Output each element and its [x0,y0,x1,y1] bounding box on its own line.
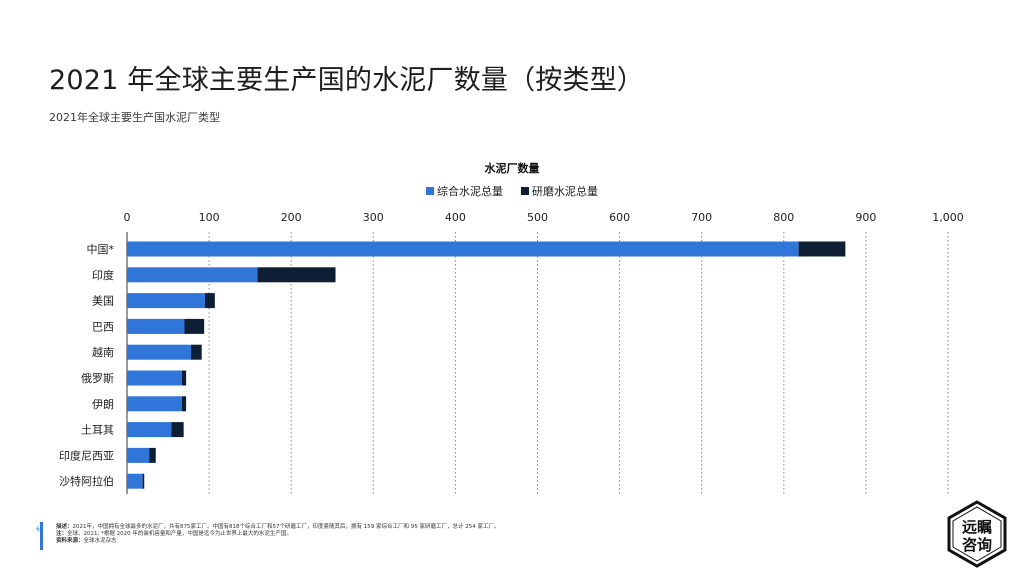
description-text: 2021年，中国拥有全球最多的水泥厂，共有875家工厂。中国有818个综合工厂和… [72,524,500,530]
bar-0-series-1 [798,241,846,257]
bar-9-series-1 [142,473,145,489]
footer-notes: 描述：2021年，中国拥有全球最多的水泥厂，共有875家工厂。中国有818个综合… [56,524,500,545]
legend-swatch-1 [521,187,529,195]
footer-note: 注：全球。2021; *根据 2020 年的装机容量和产量，中国是迄今为止世界上… [56,531,500,538]
category-label: 沙特阿拉伯 [59,474,114,488]
yuanzhu-logo: 远瞩 咨询 [947,500,1007,568]
bar-6-series-1 [182,396,187,412]
x-tick-label: 0 [124,211,131,224]
page-title: 2021 年全球主要生产国的水泥厂数量（按类型） [49,65,645,96]
note-label: 注： [56,531,68,537]
category-label: 巴西 [92,320,114,333]
bar-0-series-0 [127,241,799,257]
x-tick-label: 400 [445,211,466,224]
page-number: 6 [36,526,40,533]
footer-source: 资料来源：全球水泥杂志 [56,538,500,545]
bar-4-series-1 [191,344,202,360]
bar-7-series-0 [127,422,172,438]
category-label: 中国* [87,243,115,256]
x-tick-label: 700 [691,211,712,224]
page-subtitle: 2021年全球主要生产国水泥厂类型 [49,111,220,124]
x-tick-label: 100 [199,211,220,224]
description-label: 描述： [56,524,73,530]
logo-line1: 远瞩 [962,518,992,536]
legend-label-1: 研磨水泥总量 [532,184,598,198]
note-text: 全球。2021; *根据 2020 年的装机容量和产量，中国是迄今为止世界上最大… [67,531,292,537]
bar-8-series-0 [127,447,150,463]
x-tick-label: 200 [281,211,302,224]
bar-1-series-1 [257,267,336,283]
x-axis: 0 100 200 300 400 500 600 700 800 900 1,000 [124,211,964,224]
logo-line2: 咨询 [962,536,992,554]
bar-4-series-0 [127,344,192,360]
bar-3-series-1 [184,318,205,334]
x-tick-label: 300 [363,211,384,224]
category-label: 伊朗 [92,398,114,411]
x-tick-label: 800 [773,211,794,224]
bars [127,241,846,489]
footer-description: 描述：2021年，中国拥有全球最多的水泥厂，共有875家工厂。中国有818个综合… [56,524,500,531]
x-tick-label: 500 [527,211,548,224]
bar-5-series-1 [182,370,187,386]
bar-5-series-0 [127,370,183,386]
bar-7-series-1 [171,422,184,438]
bar-6-series-0 [127,396,183,412]
category-label: 俄罗斯 [81,372,114,385]
x-tick-label: 900 [855,211,876,224]
source-text: 全球水泥杂志 [83,538,117,544]
bar-3-series-0 [127,318,185,334]
page-marker [40,522,43,550]
legend-swatch-0 [426,187,434,195]
chart-title: 水泥厂数量 [485,161,540,175]
legend-label-0: 综合水泥总量 [437,184,503,198]
bar-2-series-0 [127,293,205,309]
source-label: 资料来源： [56,538,84,544]
category-label: 印度尼西亚 [59,448,114,462]
chart-legend: 综合水泥总量 研磨水泥总量 [426,184,598,198]
bar-1-series-0 [127,267,258,283]
bar-2-series-1 [204,293,215,309]
category-label: 土耳其 [81,424,114,437]
bar-9-series-0 [127,473,143,489]
category-label: 美国 [92,295,114,308]
category-label: 越南 [92,345,114,359]
category-label: 印度 [92,268,114,282]
x-tick-label: 1,000 [932,211,964,224]
bar-8-series-1 [149,447,156,463]
x-tick-label: 600 [609,211,630,224]
